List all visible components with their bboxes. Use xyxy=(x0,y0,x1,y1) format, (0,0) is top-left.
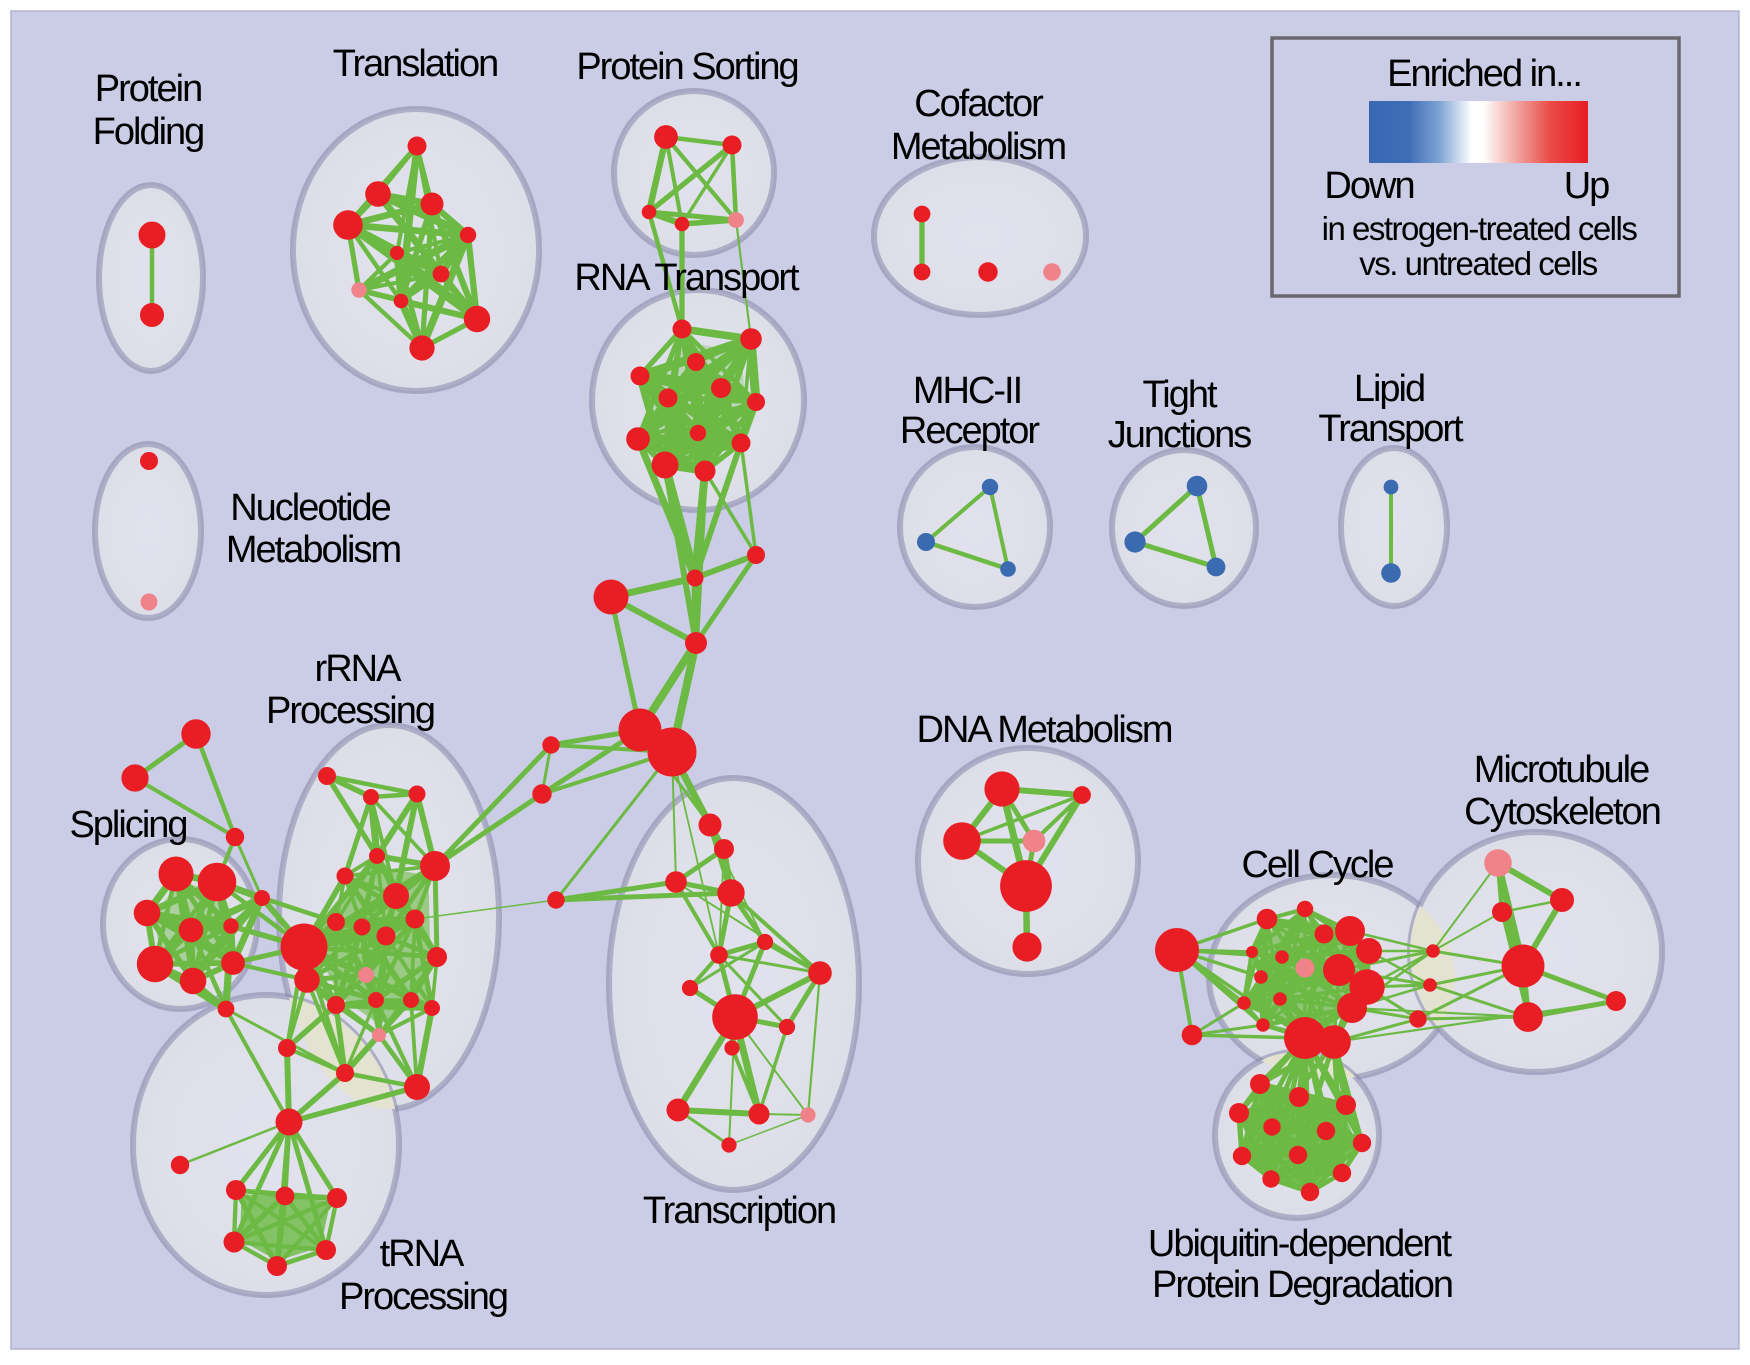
svg-text:tRNA: tRNA xyxy=(380,1233,465,1275)
svg-text:vs. untreated cells: vs. untreated cells xyxy=(1359,245,1597,282)
svg-text:Down: Down xyxy=(1324,165,1413,207)
svg-text:in estrogen-treated cells: in estrogen-treated cells xyxy=(1322,210,1638,247)
svg-text:Enriched in...: Enriched in... xyxy=(1387,53,1581,95)
svg-text:RNA Transport: RNA Transport xyxy=(574,257,800,299)
svg-text:Cell Cycle: Cell Cycle xyxy=(1241,844,1393,886)
svg-text:Protein: Protein xyxy=(95,68,201,110)
svg-text:Metabolism: Metabolism xyxy=(891,126,1066,168)
svg-text:Junctions: Junctions xyxy=(1108,414,1252,456)
svg-text:Tight: Tight xyxy=(1142,374,1218,416)
svg-text:Cofactor: Cofactor xyxy=(914,83,1044,125)
svg-text:DNA Metabolism: DNA Metabolism xyxy=(917,709,1172,751)
svg-text:Transcription: Transcription xyxy=(643,1190,835,1232)
svg-text:Cytoskeleton: Cytoskeleton xyxy=(1464,791,1660,833)
svg-text:Processing: Processing xyxy=(266,690,434,732)
svg-text:Transport: Transport xyxy=(1318,408,1464,450)
svg-text:MHC-II: MHC-II xyxy=(913,370,1021,412)
svg-text:Nucleotide: Nucleotide xyxy=(230,487,390,529)
svg-text:Up: Up xyxy=(1564,165,1609,207)
svg-text:Protein Degradation: Protein Degradation xyxy=(1152,1264,1452,1306)
svg-text:rRNA: rRNA xyxy=(315,648,403,690)
svg-text:Ubiquitin-dependent: Ubiquitin-dependent xyxy=(1148,1223,1453,1265)
svg-text:Folding: Folding xyxy=(93,111,204,153)
svg-text:Protein Sorting: Protein Sorting xyxy=(576,46,797,88)
svg-text:Processing: Processing xyxy=(339,1276,507,1318)
svg-text:Splicing: Splicing xyxy=(69,804,186,846)
svg-text:Lipid: Lipid xyxy=(1354,368,1424,410)
svg-text:Microtubule: Microtubule xyxy=(1474,749,1649,791)
svg-text:Receptor: Receptor xyxy=(900,410,1041,452)
svg-text:Metabolism: Metabolism xyxy=(226,529,401,571)
svg-text:Translation: Translation xyxy=(333,43,498,85)
